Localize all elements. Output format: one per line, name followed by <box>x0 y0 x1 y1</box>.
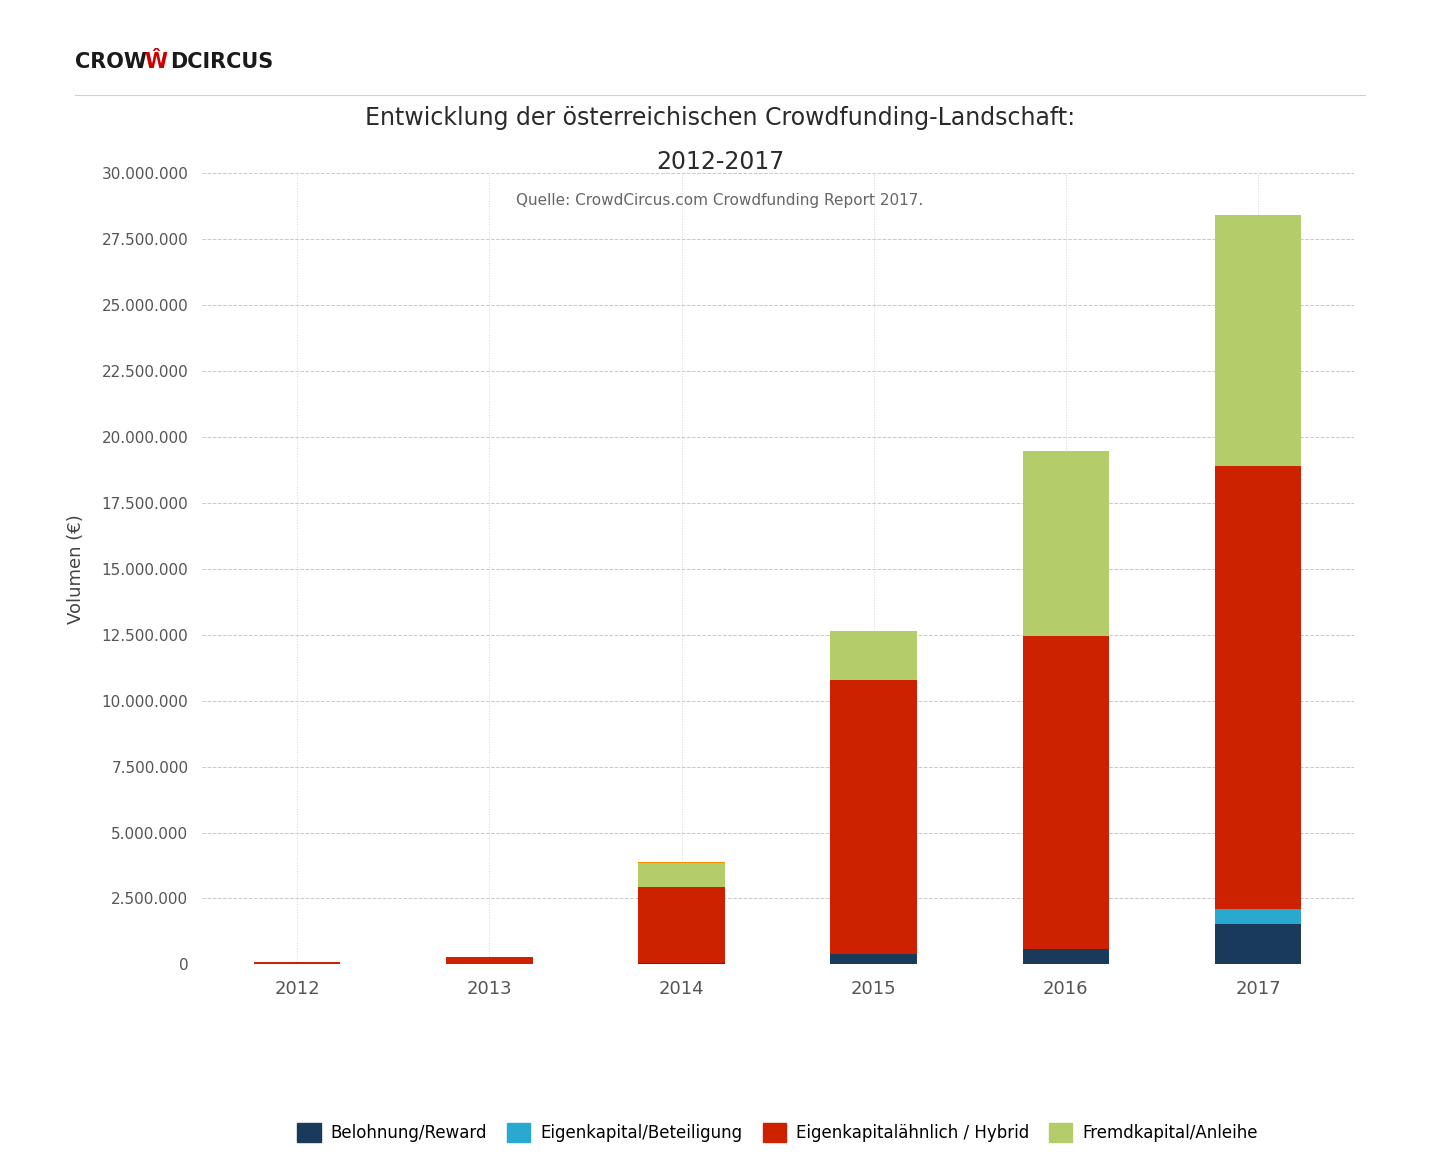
Text: Entwicklung der österreichischen Crowdfunding-Landschaft:: Entwicklung der österreichischen Crowdfu… <box>364 106 1076 131</box>
Bar <box>638 862 724 863</box>
Bar <box>1215 909 1302 924</box>
Bar <box>446 957 533 964</box>
Y-axis label: Volumen (€): Volumen (€) <box>66 514 85 624</box>
Text: 2012-2017: 2012-2017 <box>655 150 785 174</box>
Text: Ŵ: Ŵ <box>144 52 167 72</box>
Bar <box>1022 948 1109 964</box>
Bar <box>638 863 724 887</box>
Text: Quelle: CrowdCircus.com Crowdfunding Report 2017.: Quelle: CrowdCircus.com Crowdfunding Rep… <box>517 193 923 208</box>
Bar <box>1215 465 1302 909</box>
Bar <box>1215 216 1302 465</box>
Text: CROW: CROW <box>75 52 147 72</box>
Bar <box>253 962 340 964</box>
Bar <box>638 963 724 964</box>
Bar <box>831 679 917 954</box>
Bar <box>1022 452 1109 636</box>
Bar <box>831 631 917 679</box>
Bar <box>1215 924 1302 964</box>
Bar <box>1022 636 1109 948</box>
Bar <box>831 954 917 964</box>
Bar <box>638 887 724 963</box>
Text: DCIRCUS: DCIRCUS <box>170 52 274 72</box>
